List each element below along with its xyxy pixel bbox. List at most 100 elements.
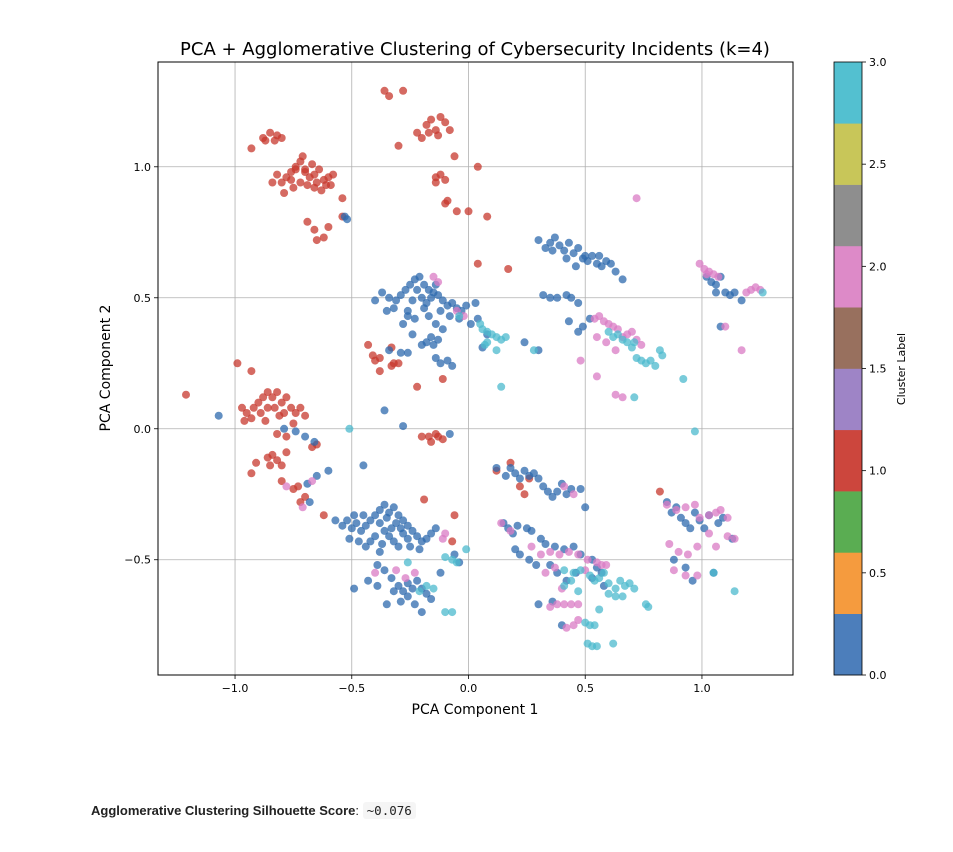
point-cluster-0	[506, 464, 515, 472]
point-cluster-0	[462, 301, 471, 310]
point-cluster-2	[611, 346, 620, 355]
point-cluster-1	[268, 450, 277, 459]
point-cluster-3	[604, 327, 613, 336]
point-cluster-1	[277, 178, 286, 187]
point-cluster-1	[436, 113, 445, 121]
point-cluster-0	[280, 424, 289, 433]
point-cluster-0	[380, 566, 389, 575]
point-cluster-0	[364, 576, 373, 585]
point-cluster-3	[611, 584, 620, 593]
point-cluster-1	[282, 432, 291, 441]
grid-lines	[158, 62, 793, 675]
point-cluster-1	[441, 175, 450, 184]
point-cluster-0	[574, 244, 583, 252]
point-cluster-0	[564, 317, 573, 326]
point-cluster-1	[364, 340, 373, 349]
point-cluster-1	[266, 128, 275, 137]
point-cluster-3	[560, 566, 569, 575]
point-cluster-0	[403, 348, 412, 357]
point-cluster-0	[380, 406, 389, 415]
point-cluster-0	[406, 280, 415, 289]
point-cluster-1	[263, 403, 272, 412]
point-cluster-2	[705, 529, 713, 538]
point-cluster-1	[329, 170, 338, 179]
point-cluster-2	[672, 506, 681, 514]
silhouette-score-line: Agglomerative Clustering Silhouette Scor…	[91, 802, 416, 819]
y-tick-label: 1.0	[134, 161, 152, 174]
point-cluster-2	[695, 513, 704, 522]
point-cluster-1	[504, 265, 513, 273]
point-cluster-0	[438, 325, 447, 334]
point-cluster-3	[625, 579, 634, 588]
point-cluster-0	[578, 322, 587, 331]
point-cluster-0	[588, 251, 597, 260]
point-cluster-0	[571, 262, 580, 271]
point-cluster-0	[382, 600, 391, 609]
point-cluster-0	[574, 327, 583, 336]
point-cluster-2	[683, 550, 692, 559]
point-cluster-1	[312, 236, 321, 245]
point-cluster-0	[422, 534, 431, 543]
point-cluster-1	[263, 388, 272, 397]
point-cluster-1	[338, 194, 347, 203]
point-cluster-0	[385, 293, 394, 302]
point-cluster-1	[450, 511, 459, 520]
x-tick-label: −1.0	[222, 682, 249, 695]
point-cluster-0	[576, 485, 585, 493]
point-cluster-2	[618, 393, 627, 402]
point-cluster-1	[289, 419, 298, 428]
point-cluster-1	[261, 136, 270, 145]
point-cluster-0	[548, 492, 557, 501]
point-cluster-0	[415, 272, 424, 281]
point-cluster-0	[560, 246, 569, 255]
point-cluster-1	[473, 162, 482, 171]
point-cluster-2	[602, 561, 611, 569]
point-cluster-1	[452, 207, 461, 216]
point-cluster-3	[655, 346, 664, 355]
point-cluster-0	[385, 532, 394, 541]
point-cluster-0	[410, 314, 419, 323]
point-cluster-2	[555, 550, 564, 559]
point-cluster-0	[359, 461, 368, 470]
point-cluster-1	[464, 207, 473, 216]
point-cluster-0	[562, 490, 571, 499]
point-cluster-1	[375, 367, 384, 376]
point-cluster-1	[394, 141, 403, 150]
point-cluster-2	[564, 547, 573, 556]
point-cluster-0	[434, 335, 443, 344]
y-axis-label: PCA Component 2	[98, 305, 114, 432]
point-cluster-0	[443, 356, 452, 365]
point-cluster-1	[434, 131, 443, 140]
point-cluster-3	[448, 608, 457, 617]
point-cluster-1	[413, 382, 422, 391]
point-cluster-0	[324, 466, 333, 475]
point-cluster-1	[420, 495, 429, 504]
point-cluster-1	[520, 490, 529, 499]
point-cluster-1	[298, 152, 307, 161]
point-cluster-1	[252, 458, 261, 467]
point-cluster-1	[247, 414, 256, 423]
point-cluster-0	[618, 275, 627, 284]
x-tick-label: 1.0	[693, 682, 711, 695]
point-cluster-1	[266, 461, 275, 470]
point-cluster-0	[380, 526, 389, 535]
point-cluster-0	[385, 346, 394, 355]
colorbar-tick-label: 0.5	[869, 567, 887, 580]
point-cluster-2	[662, 500, 671, 509]
point-cluster-1	[273, 388, 282, 397]
point-cluster-0	[550, 233, 559, 242]
point-cluster-0	[445, 312, 454, 321]
point-cluster-0	[511, 469, 520, 478]
point-cluster-2	[541, 568, 550, 577]
point-cluster-0	[312, 471, 321, 480]
colorbar-tick-label: 3.0	[869, 56, 887, 69]
point-cluster-0	[387, 574, 396, 583]
point-cluster-0	[410, 600, 419, 609]
point-cluster-1	[270, 403, 279, 412]
point-cluster-2	[527, 542, 536, 551]
point-cluster-0	[553, 487, 562, 496]
point-cluster-2	[410, 568, 419, 577]
point-cluster-1	[289, 183, 298, 192]
scatter-points	[182, 86, 767, 651]
point-cluster-0	[417, 608, 426, 617]
